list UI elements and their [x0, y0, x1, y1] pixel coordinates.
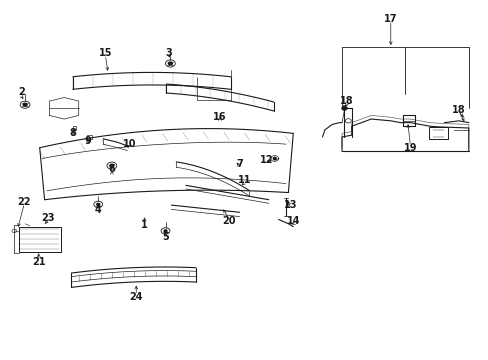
Text: 8: 8	[69, 129, 76, 138]
Text: 18: 18	[339, 96, 353, 106]
Text: 6: 6	[108, 164, 115, 174]
Text: 15: 15	[99, 48, 112, 58]
Circle shape	[163, 230, 166, 232]
Circle shape	[168, 62, 172, 65]
Text: 17: 17	[383, 14, 397, 24]
Text: 18: 18	[451, 105, 465, 115]
Text: 2: 2	[18, 87, 24, 97]
Text: 10: 10	[123, 139, 136, 149]
Circle shape	[341, 107, 346, 110]
Text: 7: 7	[236, 159, 243, 169]
Text: 13: 13	[284, 200, 297, 210]
Bar	[19, 226, 61, 252]
Text: 19: 19	[403, 143, 416, 153]
Circle shape	[273, 157, 276, 159]
Text: 5: 5	[162, 232, 168, 242]
Circle shape	[97, 203, 100, 206]
Circle shape	[23, 103, 27, 106]
Text: 16: 16	[213, 112, 226, 122]
Text: 20: 20	[222, 216, 235, 226]
Text: 22: 22	[17, 197, 31, 207]
Bar	[428, 127, 447, 139]
Circle shape	[110, 164, 114, 167]
Text: 21: 21	[32, 257, 45, 267]
Text: 12: 12	[259, 155, 273, 165]
Text: 11: 11	[237, 175, 251, 185]
Text: 24: 24	[129, 292, 142, 302]
Text: 1: 1	[141, 220, 147, 230]
Text: 4: 4	[95, 206, 102, 216]
Text: 9: 9	[84, 136, 91, 145]
Text: 3: 3	[165, 48, 172, 58]
Text: 14: 14	[286, 216, 300, 226]
Text: 23: 23	[41, 213, 55, 222]
